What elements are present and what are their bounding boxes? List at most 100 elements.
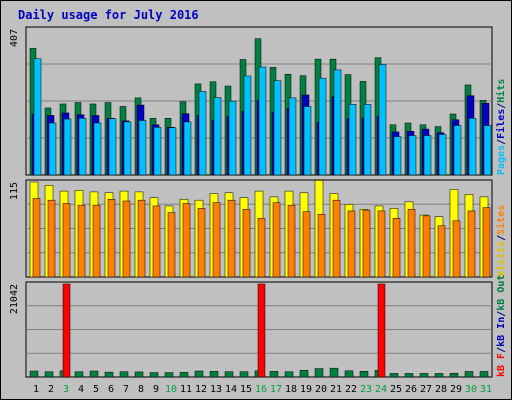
top-bar-pages [288,97,297,176]
top-legend: Pages/Files/Hits [495,79,507,175]
bottom-bar-kb-out [269,371,279,378]
middle-legend-item: Visits [495,241,507,277]
top-bar-pages [273,80,282,176]
x-tick-label: 21 [330,384,342,395]
x-axis: 1 2 3 4 5 6 7 8 9 10 11 12 13 14 15 16 17 18 19 20 21 22 23 24 2… [33,384,492,395]
x-tick-label: 19 [300,384,312,395]
bottom-legend-item: / [496,347,507,353]
bottom-bar-kb-out [314,368,324,378]
middle-bar-sites [272,202,281,278]
x-tick-label: 18 [285,384,297,395]
middle-bar-sites [242,209,251,278]
top-legend-item: Hits [495,79,507,103]
top-legend-item: Files [495,109,507,139]
top-bar-pages [168,127,177,176]
x-tick-label: 1 [33,384,39,395]
bottom-bar-kb-out [299,370,309,378]
bottom-bar-kb-out [359,371,369,378]
middle-bar-sites [227,199,236,278]
x-tick-label: 6 [108,384,114,395]
x-tick-label: 16 [255,384,267,395]
top-bar-pages [243,75,252,176]
middle-bar-sites [32,198,41,278]
middle-bar-sites [197,208,206,278]
middle-legend-item: / [496,235,507,241]
middle-bar-sites [167,212,176,278]
top-bar-pages [138,120,147,176]
x-tick-label: 5 [93,384,99,395]
top-legend-item: / [496,139,507,145]
middle-bar-sites [257,218,266,278]
top-bar-pages [48,122,57,176]
middle-bar-sites [92,204,101,278]
bottom-bar-kb-out [224,371,234,378]
bottom-bar-kb-out [404,373,414,378]
middle-bar-sites [212,202,221,278]
middle-bar-sites [347,210,356,278]
x-tick-label: 13 [210,384,222,395]
top-bar-pages [378,64,387,176]
middle-bar-sites [407,209,416,278]
x-tick-label: 22 [345,384,357,395]
bottom-bar-kb-out [119,371,129,378]
top-legend-item: Pages [496,145,507,175]
top-bar-pages [123,121,132,176]
top-bar-pages [468,118,477,176]
x-tick-label: 15 [240,384,252,395]
top-bar-pages [63,118,72,176]
x-tick-label: 31 [480,384,492,395]
x-tick-label: 2 [48,384,54,395]
bottom-bar-kb-out [389,373,399,378]
middle-bar-sites [152,205,161,278]
top-bar-pages [453,125,462,176]
top-bar-pages [93,122,102,176]
middle-ymax-label: 115 [9,182,20,200]
bottom-bar-kb-out [29,370,39,378]
top-bar-pages [78,118,87,176]
bottom-bar-kb-out [419,373,429,378]
bottom-bar-kb-out [149,372,159,378]
top-bar-pages [348,104,357,176]
bottom-legend: kB F/kB In/kB Out [496,275,507,377]
x-tick-label: 10 [165,384,177,395]
top-bar-pages [408,135,417,176]
middle-bar-sites [122,200,131,278]
top-legend-item: / [496,103,507,109]
bottom-legend-item: kB Out [496,275,507,311]
top-bar-pages [153,127,162,176]
x-tick-label: 7 [123,384,129,395]
top-bar-pages [423,135,432,176]
middle-bar-sites [377,210,386,278]
x-tick-label: 25 [390,384,402,395]
x-tick-label: 8 [138,384,144,395]
middle-bar-sites [422,215,431,278]
middle-bar-sites [137,199,146,278]
middle-bar-sites [437,225,446,278]
bottom-bar-kb-out [344,370,354,378]
top-bar-pages [438,134,447,176]
middle-bar-sites [362,209,371,278]
top-bar-pages [228,100,237,176]
top-bar-pages [318,77,327,176]
bottom-bar-kb-out [284,371,294,378]
x-tick-label: 3 [63,384,69,395]
middle-bar-sites [392,218,401,278]
middle-bar-sites [107,199,116,278]
bottom-bar-kb-f [62,283,71,378]
bottom-bar-kb-out [329,367,339,378]
chart-title: Daily usage for July 2016 [18,8,199,22]
top-bar-pages [303,106,312,176]
bottom-bar-kb-out [434,373,444,378]
middle-bar-sites [77,204,86,278]
middle-bar-sites [332,199,341,278]
x-tick-label: 9 [153,384,159,395]
middle-bar-sites [182,203,191,278]
middle-bar-sites [62,203,71,278]
top-bar-pages [183,121,192,176]
middle-legend: Visits/Sites [495,205,507,277]
bottom-legend-item: / [496,311,507,317]
